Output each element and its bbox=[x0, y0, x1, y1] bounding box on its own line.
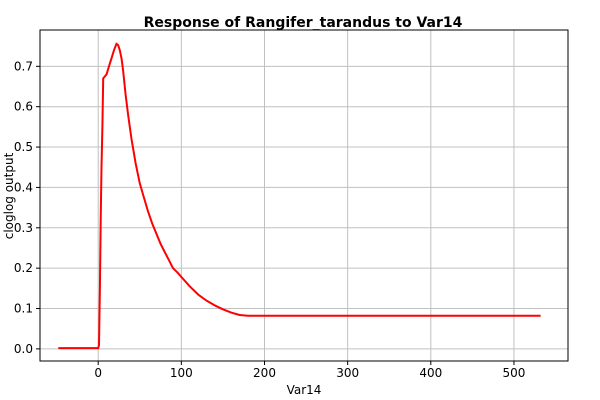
x-tick-label: 0 bbox=[94, 366, 102, 380]
x-tick-label: 400 bbox=[419, 366, 442, 380]
response-curve bbox=[58, 42, 541, 350]
x-tick-label: 300 bbox=[336, 366, 359, 380]
y-tick-label: 0.7 bbox=[14, 59, 33, 73]
chart-title: Response of Rangifer_tarandus to Var14 bbox=[144, 15, 463, 31]
y-tick-label: 0.0 bbox=[14, 342, 33, 356]
ticks: 0 100 200 300 400 500 0.0 0.1 0.2 0.3 0.4 0.5 0.6 0.7 bbox=[14, 59, 525, 380]
x-tick-label: 100 bbox=[170, 366, 193, 380]
y-tick-label: 0.1 bbox=[14, 302, 33, 316]
x-tick-label: 200 bbox=[253, 366, 276, 380]
y-tick-label: 0.5 bbox=[14, 140, 33, 154]
y-tick-label: 0.2 bbox=[14, 261, 33, 275]
y-tick-label: 0.4 bbox=[14, 180, 33, 194]
series-layer bbox=[58, 42, 541, 350]
y-tick-label: 0.3 bbox=[14, 221, 33, 235]
grid bbox=[40, 30, 568, 361]
x-axis-label: Var14 bbox=[287, 383, 322, 397]
plot-frame bbox=[39, 29, 569, 362]
x-tick-label: 500 bbox=[502, 366, 525, 380]
y-axis-label: cloglog output bbox=[2, 152, 16, 239]
y-tick-label: 0.6 bbox=[14, 100, 33, 114]
